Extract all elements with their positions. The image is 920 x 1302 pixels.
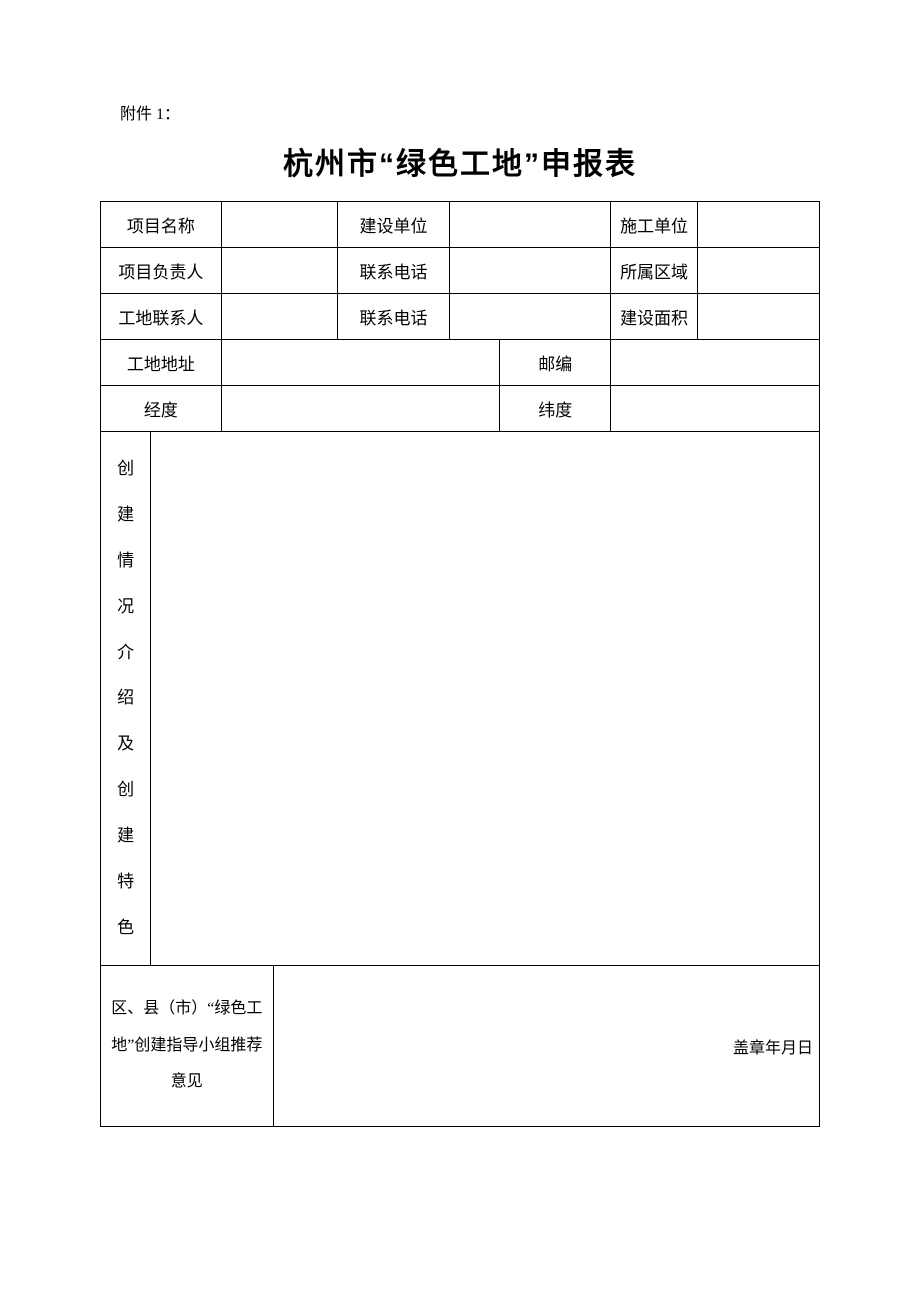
cell-opinion-label: 区、县（市）“绿色工地”创建指导小组推荐意见 (101, 965, 274, 1126)
cell-latitude-label: 纬度 (500, 386, 611, 432)
vertical-char: 及 (101, 721, 150, 767)
cell-postcode-label: 邮编 (500, 340, 611, 386)
table-row: 经度 纬度 (101, 386, 820, 432)
vertical-char: 情 (101, 538, 150, 584)
cell-longitude-value (221, 386, 499, 432)
cell-longitude-label: 经度 (101, 386, 222, 432)
table-row: 项目名称 建设单位 施工单位 (101, 202, 820, 248)
cell-phone2-label: 联系电话 (338, 294, 449, 340)
cell-area-label: 建设面积 (611, 294, 697, 340)
page-title: 杭州市“绿色工地”申报表 (100, 139, 820, 183)
cell-site-contact-label: 工地联系人 (101, 294, 222, 340)
opinion-label-text: 区、县（市）“绿色工地”创建指导小组推荐意见 (111, 991, 263, 1101)
vertical-char: 况 (101, 584, 150, 630)
vertical-char: 创 (101, 767, 150, 813)
table-row: 项目负责人 联系电话 所属区域 (101, 248, 820, 294)
vertical-char: 建 (101, 492, 150, 538)
stamp-text: 盖章年月日 (733, 1040, 813, 1057)
cell-phone2-value (449, 294, 611, 340)
table-row: 区、县（市）“绿色工地”创建指导小组推荐意见 盖章年月日 (101, 965, 820, 1126)
cell-project-name-label: 项目名称 (101, 202, 222, 248)
cell-project-name-value (221, 202, 337, 248)
cell-latitude-value (611, 386, 820, 432)
vertical-char: 介 (101, 630, 150, 676)
cell-build-unit-value (449, 202, 611, 248)
cell-intro-value (151, 432, 820, 966)
cell-build-unit-label: 建设单位 (338, 202, 449, 248)
cell-phone1-value (449, 248, 611, 294)
cell-phone1-label: 联系电话 (338, 248, 449, 294)
cell-project-lead-value (221, 248, 337, 294)
cell-region-value (697, 248, 819, 294)
table-row: 工地联系人 联系电话 建设面积 (101, 294, 820, 340)
cell-area-value (697, 294, 819, 340)
vertical-char: 特 (101, 859, 150, 905)
cell-construct-unit-label: 施工单位 (611, 202, 697, 248)
cell-construct-unit-value (697, 202, 819, 248)
vertical-char: 创 (101, 446, 150, 492)
application-form-table: 项目名称 建设单位 施工单位 项目负责人 联系电话 所属区域 工地联系人 联系电… (100, 201, 820, 1127)
cell-address-value (221, 340, 499, 386)
cell-site-contact-value (221, 294, 337, 340)
vertical-char: 色 (101, 905, 150, 951)
table-row: 工地地址 邮编 (101, 340, 820, 386)
cell-project-lead-label: 项目负责人 (101, 248, 222, 294)
cell-region-label: 所属区域 (611, 248, 697, 294)
vertical-char: 绍 (101, 675, 150, 721)
cell-address-label: 工地地址 (101, 340, 222, 386)
vertical-char: 建 (101, 813, 150, 859)
cell-opinion-value: 盖章年月日 (273, 965, 819, 1126)
cell-postcode-value (611, 340, 820, 386)
attachment-label: 附件 1： (120, 100, 820, 124)
cell-intro-label: 创建情况介绍及创建特色 (101, 432, 151, 966)
table-row: 创建情况介绍及创建特色 (101, 432, 820, 966)
